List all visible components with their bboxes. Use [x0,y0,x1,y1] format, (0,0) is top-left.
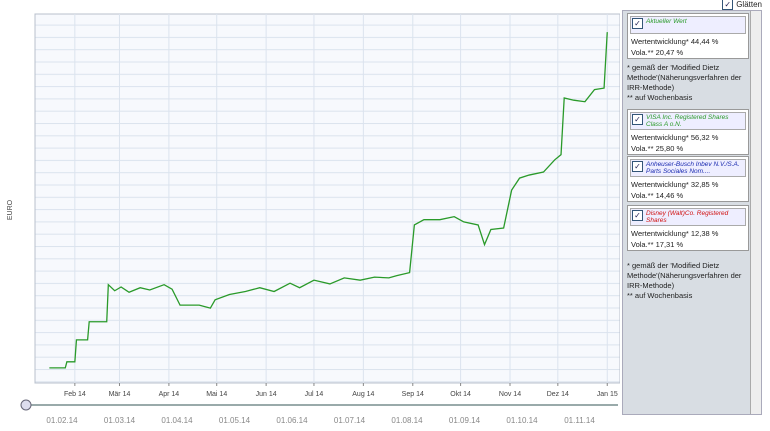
card-header: ✓ Aktueller Wert [630,16,746,34]
series-card: ✓ Disney (Walt)Co. Registered Shares Werte… [627,205,749,251]
footnote: * gemäß der 'Modified Dietz Methode'(Näh… [627,63,751,103]
slider-label: 01.08.14 [391,416,423,425]
slider-label: 01.05.14 [219,416,251,425]
x-tick-label: Aug 14 [352,391,374,398]
series-card: ✓ VISA Inc. Registered Shares Class A o.N… [627,109,749,155]
series-name: Anheuser-Busch Inbev N.V./S.A. Parts Soc… [646,161,740,175]
slider-label: 01.10.14 [506,416,538,425]
footnote: * gemäß der 'Modified Dietz Methode'(Näh… [627,261,751,301]
sidebar: ✓ Aktueller Wert Wertentwicklung* 44,44 % V… [622,10,762,415]
volatility: Vola.** 17,31 % [631,240,684,249]
x-tick-label: Feb 14 [64,391,86,398]
x-tick-label: Sep 14 [402,391,424,398]
smooth-toggle[interactable]: ✓ Glätten [722,0,762,10]
slider-label: 01.09.14 [449,416,481,425]
series-name: Aktueller Wert [646,18,687,25]
card-header: ✓ VISA Inc. Registered Shares Class A o.N… [630,112,746,130]
x-tick-label: Jul 14 [305,391,324,398]
checkbox[interactable]: ✓ [632,210,643,221]
slider-handle[interactable] [20,399,32,411]
chart: EURO Feb 14 Mär 14 Apr 14 Mai 14 Jun 14 Jul 1… [7,13,620,425]
x-tick-label: Jan 15 [597,391,618,398]
card-header: ✓ Disney (Walt)Co. Registered Shares [630,208,746,226]
slider-label: 01.06.14 [276,416,308,425]
x-tick-label: Dez 14 [547,391,569,398]
series-card: ✓ Aktueller Wert Wertentwicklung* 44,44 % V… [627,13,749,59]
slider-label: 01.07.14 [334,416,366,425]
performance: Wertentwicklung* 44,44 % [631,37,719,46]
smooth-label: Glätten [736,0,762,9]
card-header: ✓ Anheuser-Busch Inbev N.V./S.A. Parts So… [630,159,746,177]
slider-label: 01.03.14 [104,416,136,425]
performance: Wertentwicklung* 12,38 % [631,229,719,238]
scrollbar[interactable] [750,11,761,414]
checkbox[interactable]: ✓ [632,114,643,125]
volatility: Vola.** 25,80 % [631,144,684,153]
checkbox[interactable]: ✓ [632,161,643,172]
performance: Wertentwicklung* 32,85 % [631,180,719,189]
x-tick-label: Mär 14 [109,391,131,398]
line-series [49,32,608,369]
x-tick-label: Apr 14 [159,391,180,398]
y-axis-label: EURO [7,199,14,220]
volatility: Vola.** 14,46 % [631,191,684,200]
plot-area [34,13,620,384]
footnote-line: * gemäß der 'Modified Dietz Methode'(Näh… [627,63,742,92]
x-tick-label: Nov 14 [499,391,521,398]
checkbox[interactable]: ✓ [632,18,643,29]
performance: Wertentwicklung* 56,32 % [631,133,719,142]
slider-label: 01.04.14 [161,416,193,425]
x-tick-label: Mai 14 [206,391,227,398]
x-tick-label: Jun 14 [256,391,277,398]
series-card: ✓ Anheuser-Busch Inbev N.V./S.A. Parts So… [627,156,749,202]
footnote-line: ** auf Wochenbasis [627,93,693,102]
volatility: Vola.** 20,47 % [631,48,684,57]
x-tick-label: Okt 14 [450,391,471,398]
footnote-line: * gemäß der 'Modified Dietz Methode'(Näh… [627,261,742,290]
series-name: VISA Inc. Registered Shares Class A o.N. [646,114,729,128]
slider-label: 01.02.14 [46,416,78,425]
footnote-line: ** auf Wochenbasis [627,291,693,300]
series-name: Disney (Walt)Co. Registered Shares [646,210,729,224]
slider-label: 01.11.14 [564,416,595,425]
